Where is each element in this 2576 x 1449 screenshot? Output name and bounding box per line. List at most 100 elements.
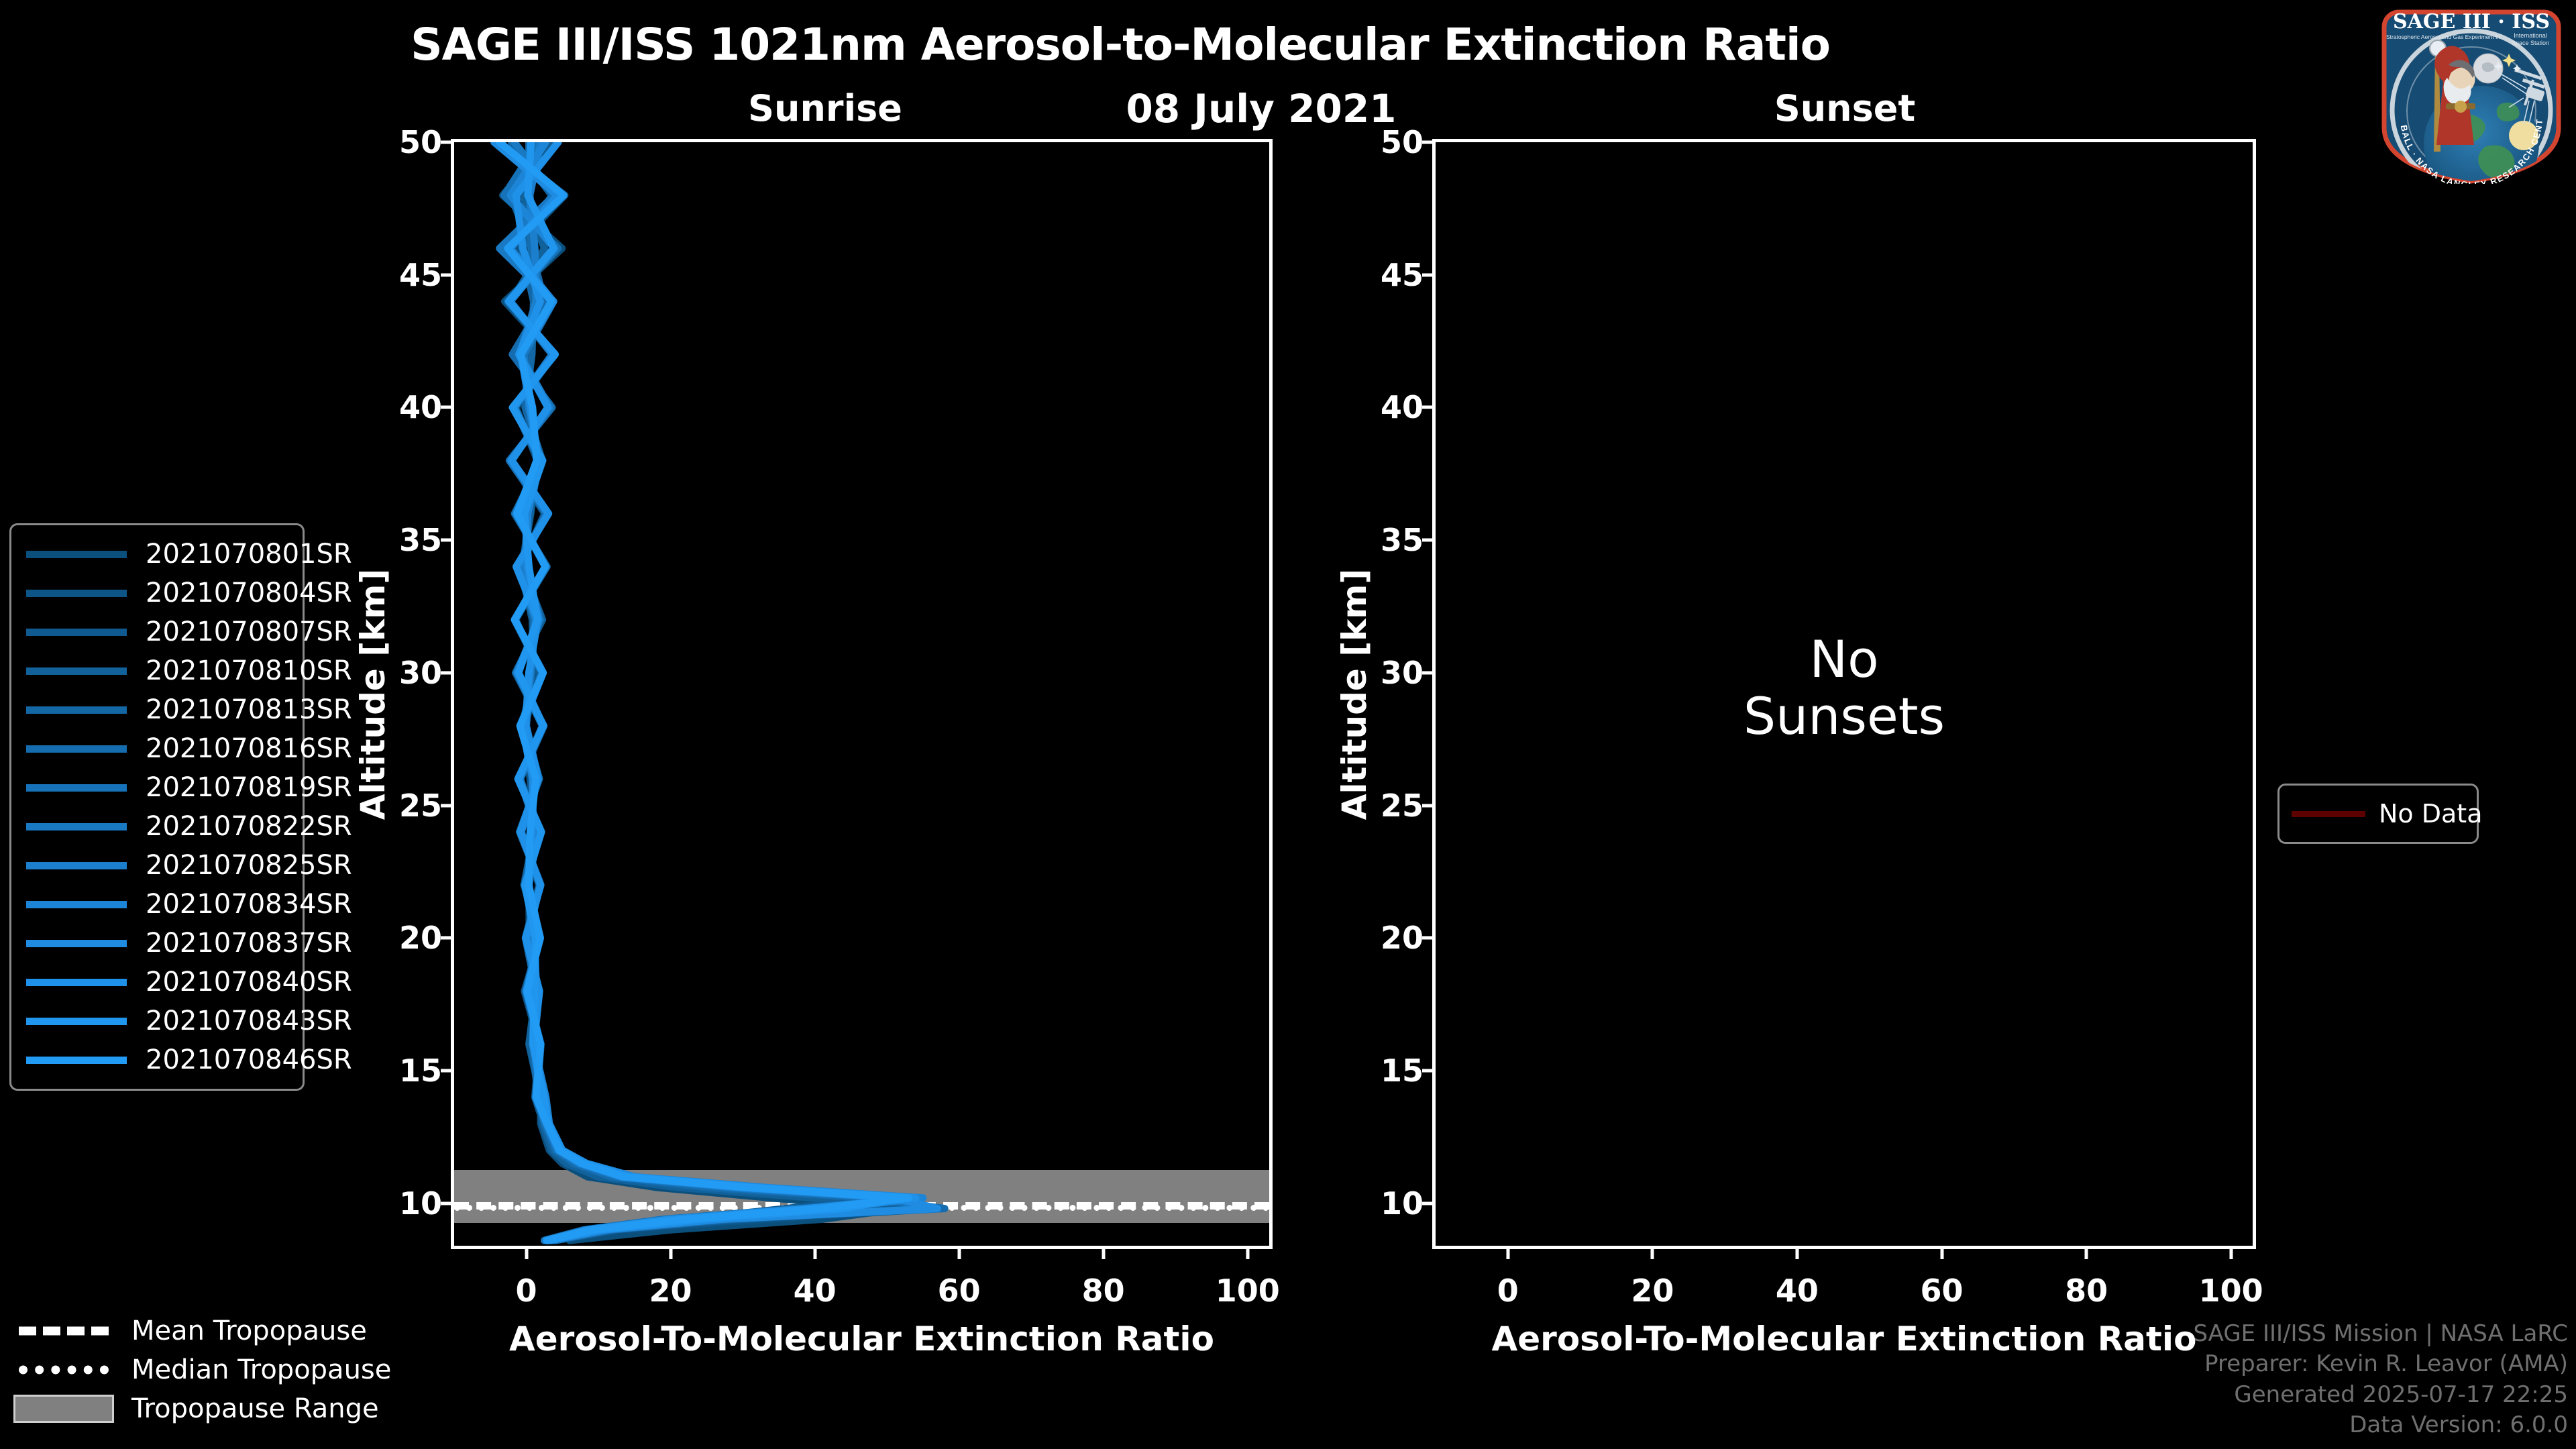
sage-iss-mission-patch-logo: SAGE III · ISS Stratospheric Aerosol and…	[2367, 0, 2572, 190]
profile-line	[506, 142, 912, 1244]
profile-line	[500, 142, 920, 1244]
y-tick-label: 45	[398, 256, 442, 293]
y-tick-label: 35	[398, 522, 442, 559]
y-tick-mark	[1422, 140, 1436, 144]
legend-item[interactable]: 2021070807SR	[11, 612, 352, 651]
x-tick-label: 40	[1775, 1273, 1819, 1309]
profile-line	[508, 142, 906, 1244]
legend-item[interactable]: 2021070837SR	[11, 924, 352, 963]
legend-item-label: 2021070816SR	[146, 733, 352, 764]
legend-item[interactable]: 2021070843SR	[11, 1002, 352, 1040]
y-tick-mark	[441, 538, 454, 542]
sunrise-y-axis-label: Altitude [km]	[354, 568, 392, 820]
legend-color-swatch	[26, 550, 127, 558]
no-sunsets-annotation: No Sunsets	[1432, 631, 2256, 745]
x-tick-mark	[525, 1246, 529, 1259]
legend-item[interactable]: 2021070810SR	[11, 651, 352, 690]
credit-mission: SAGE III/ISS Mission | NASA LaRC	[2193, 1320, 2568, 1347]
profile-line	[506, 142, 883, 1244]
y-tick-mark	[1422, 671, 1436, 675]
tropopause-legend-label: Median Tropopause	[131, 1354, 392, 1385]
tropopause-legend-label: Mean Tropopause	[131, 1316, 367, 1346]
profile-line	[505, 142, 949, 1244]
profile-line	[506, 142, 927, 1244]
legend-item[interactable]: 2021070825SR	[11, 846, 352, 885]
legend-color-swatch	[26, 706, 127, 714]
legend-item[interactable]: 2021070846SR	[11, 1040, 352, 1079]
profile-line	[496, 142, 934, 1244]
y-tick-label: 20	[1380, 920, 1424, 957]
page-title: SAGE III/ISS 1021nm Aerosol-to-Molecular…	[411, 19, 1831, 70]
legend-color-swatch	[26, 589, 127, 597]
y-tick-label: 15	[398, 1053, 442, 1089]
date-title: 08 July 2021	[1126, 86, 1397, 131]
x-tick-mark	[1940, 1246, 1943, 1259]
sunset-y-axis-label: Altitude [km]	[1335, 568, 1374, 820]
y-tick-mark	[441, 1069, 454, 1073]
y-tick-mark	[1422, 804, 1436, 808]
legend-item[interactable]: 2021070822SR	[11, 807, 352, 846]
x-tick-label: 40	[793, 1273, 837, 1309]
x-tick-mark	[1506, 1246, 1510, 1259]
credits-block: SAGE III/ISS Mission | NASA LaRC Prepare…	[2193, 1319, 2568, 1441]
y-tick-mark	[441, 671, 454, 675]
y-tick-mark	[1422, 936, 1436, 940]
legend-item-label: 2021070804SR	[146, 578, 352, 608]
y-tick-label: 50	[1380, 124, 1424, 160]
sunset-plot[interactable]: Altitude [km] Aerosol-To-Molecular Extin…	[1335, 124, 2263, 1358]
y-tick-label: 50	[398, 124, 442, 160]
legend-color-swatch	[26, 1056, 127, 1064]
legend-color-swatch	[26, 667, 127, 675]
profile-line	[496, 142, 912, 1244]
y-tick-mark	[441, 804, 454, 808]
legend-color-swatch	[26, 784, 127, 792]
x-tick-label: 60	[1920, 1273, 1964, 1309]
sunrise-event-legend[interactable]: 2021070801SR 2021070804SR 2021070807SR 2021…	[9, 523, 352, 1091]
legend-item-label: 2021070834SR	[146, 889, 352, 920]
legend-item[interactable]: 2021070840SR	[11, 963, 352, 1002]
legend-item[interactable]: No Data	[2279, 796, 2483, 831]
y-tick-mark	[441, 273, 454, 277]
x-tick-mark	[957, 1246, 961, 1259]
legend-item[interactable]: 2021070819SR	[11, 768, 352, 807]
legend-item[interactable]: 2021070804SR	[11, 574, 352, 612]
profile-line	[490, 142, 941, 1244]
y-tick-mark	[1422, 538, 1436, 542]
sunset-x-axis-label: Aerosol-To-Molecular Extinction Ratio	[1491, 1320, 2197, 1358]
legend-item-label: 2021070801SR	[146, 539, 352, 570]
x-tick-mark	[2229, 1246, 2233, 1259]
legend-item[interactable]: 2021070801SR	[11, 535, 352, 574]
y-tick-label: 40	[398, 389, 442, 426]
profile-line	[508, 142, 920, 1244]
legend-item-label: No Data	[2379, 799, 2483, 828]
legend-item-label: 2021070807SR	[146, 616, 352, 647]
x-tick-label: 0	[1497, 1273, 1519, 1309]
legend-color-swatch	[26, 1017, 127, 1025]
y-tick-mark	[1422, 273, 1436, 277]
legend-item-label: 2021070843SR	[146, 1006, 352, 1036]
x-tick-mark	[1246, 1246, 1250, 1259]
legend-item[interactable]: 2021070834SR	[11, 885, 352, 924]
no-data-legend[interactable]: No Data	[2277, 784, 2483, 844]
tropopause-legend-label: Tropopause Range	[131, 1393, 379, 1424]
sunrise-plot[interactable]: Altitude [km] Aerosol-To-Molecular Extin…	[354, 124, 1280, 1358]
x-tick-mark	[1102, 1246, 1106, 1259]
no-sunsets-line-2: Sunsets	[1743, 686, 1945, 747]
legend-item[interactable]: 2021070813SR	[11, 690, 352, 729]
x-tick-mark	[669, 1246, 673, 1259]
logo-title: SAGE III · ISS	[2393, 10, 2550, 34]
legend-color-swatch	[26, 978, 127, 986]
y-tick-label: 10	[398, 1185, 442, 1222]
legend-item[interactable]: 2021070816SR	[11, 729, 352, 768]
median-tropopause-swatch	[13, 1361, 114, 1379]
y-tick-label: 30	[398, 654, 442, 691]
x-tick-label: 80	[2065, 1273, 2108, 1309]
tropopause-legend-item: Median Tropopause	[7, 1350, 391, 1389]
legend-color-swatch	[26, 822, 127, 830]
legend-color-swatch	[26, 861, 127, 869]
tropopause-legend-item: Mean Tropopause	[7, 1311, 382, 1350]
y-tick-label: 25	[398, 787, 442, 824]
x-tick-mark	[1795, 1246, 1799, 1259]
tropopause-range-swatch	[13, 1395, 114, 1423]
credit-preparer: Preparer: Kevin R. Leavor (AMA)	[2204, 1350, 2568, 1378]
